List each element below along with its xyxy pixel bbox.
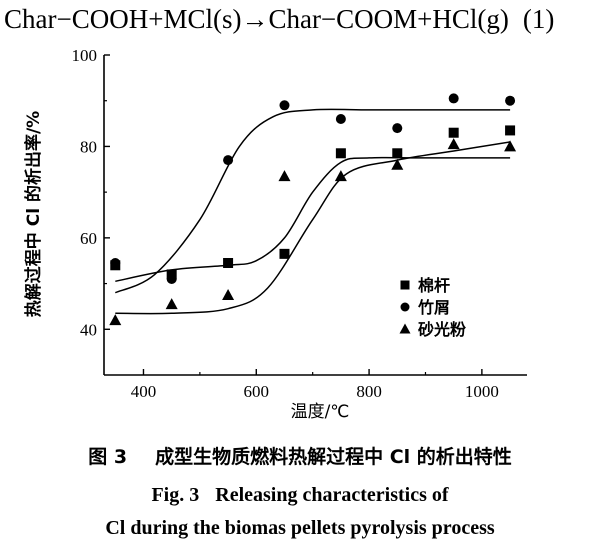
data-markers	[109, 93, 517, 326]
legend-label: 棉杆	[418, 276, 450, 295]
caption-en-text-1: Releasing characteristics of	[215, 484, 449, 506]
x-axis-label: 温度/℃	[291, 402, 350, 422]
data-point-triangle	[278, 170, 291, 182]
data-point-square	[279, 248, 290, 259]
fit-curve-2	[114, 108, 511, 294]
x-tick-label: 800	[356, 382, 382, 401]
reaction-equation: Char−COOH+MCl(s)→Char−COOM+HCl(g) (1)	[4, 4, 600, 35]
caption-zh-number: 图 3	[88, 446, 128, 468]
y-tick-label: 80	[80, 137, 97, 156]
fit-curve-3	[115, 141, 511, 315]
caption-en-number: Fig. 3	[151, 484, 200, 506]
legend-marker-circle	[400, 302, 410, 312]
y-tick-label: 100	[72, 46, 98, 65]
data-point-square	[448, 127, 459, 138]
data-point-square	[392, 148, 403, 159]
data-point-circle	[448, 93, 459, 104]
data-point-circle	[392, 123, 403, 134]
data-point-triangle	[334, 170, 347, 182]
data-point-square	[335, 148, 346, 159]
data-point-triangle	[109, 314, 122, 326]
plot-axes	[103, 54, 527, 376]
x-tick-label: 1000	[465, 382, 499, 401]
equation-number: (1)	[522, 4, 555, 34]
caption-zh-text: 成型生物质燃料热解过程中 Cl 的析出特性	[155, 446, 512, 468]
pyrolysis-chlorine-chart: 400 600 800 1000 40 60 80 100 温度/℃ 热解过程中 Cl 的析出…	[23, 46, 527, 422]
data-point-circle	[110, 258, 121, 268]
data-point-square	[505, 125, 516, 136]
x-tick-label: 600	[244, 382, 270, 401]
x-tick-label: 400	[131, 382, 157, 401]
y-tick-label: 60	[80, 229, 97, 248]
data-point-triangle	[391, 158, 404, 170]
legend-marker-triangle	[399, 323, 411, 334]
data-point-circle	[279, 100, 290, 111]
figure-caption-zh: 图 3 成型生物质燃料热解过程中 Cl 的析出特性	[0, 442, 600, 469]
figure-caption-en-line2: Cl during the biomas pellets pyrolysis p…	[105, 517, 495, 539]
data-point-circle	[505, 95, 516, 106]
data-point-triangle	[504, 140, 517, 152]
data-point-square	[223, 258, 234, 268]
data-point-circle	[335, 114, 346, 124]
data-point-triangle	[222, 289, 235, 300]
data-point-circle	[166, 274, 177, 284]
figure-caption-en-line1: Fig. 3 Releasing characteristics of	[0, 484, 600, 507]
fit-curves	[114, 108, 511, 315]
legend-label: 砂光粉	[418, 320, 466, 339]
tick-labels: 400 600 800 1000 40 60 80 100	[72, 46, 499, 401]
y-axis-label: 热解过程中 Cl 的析出率/%	[23, 111, 44, 317]
y-tick-label: 40	[80, 320, 97, 339]
data-point-circle	[223, 155, 234, 166]
legend-marker-square	[400, 280, 410, 290]
data-point-triangle	[165, 298, 178, 310]
legend-label: 竹屑	[417, 298, 450, 317]
data-point-triangle	[447, 138, 460, 150]
equation-text: Char−COOH+MCl(s)→Char−COOM+HCl(g)	[4, 4, 509, 34]
